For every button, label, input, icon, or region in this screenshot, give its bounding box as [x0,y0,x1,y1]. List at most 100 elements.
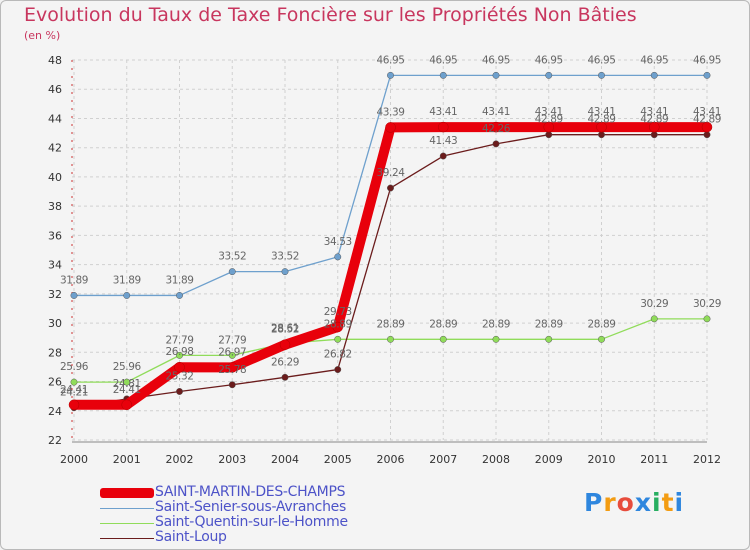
data-label: 46.95 [693,54,721,66]
data-label: 43.41 [587,106,615,118]
data-point [703,315,711,323]
data-label: 25.96 [60,361,89,373]
data-label: 28.89 [324,318,352,330]
data-point [70,292,78,299]
data-point [650,315,658,323]
proxiti-logo: Proxiti [584,488,684,517]
data-label: 42.89 [640,114,668,126]
x-tick-label: 2005 [324,453,352,466]
data-point [703,131,711,139]
y-tick-label: 40 [48,171,62,184]
data-point [176,351,183,359]
unit-label: (en %) [24,29,61,42]
logo-letter: i [652,488,662,517]
data-label: 28.89 [587,318,615,330]
data-point [385,122,396,133]
x-tick-label: 2009 [535,453,563,466]
logo-letter: x [634,488,652,517]
logo-letter: t [661,488,675,517]
data-point [439,152,447,160]
x-tick-label: 2012 [693,453,721,466]
data-label: 26.82 [324,349,352,361]
data-label: 29.73 [324,306,352,318]
logo-letter: P [584,488,604,517]
data-point [543,121,554,133]
data-point [545,71,553,79]
data-point [176,292,183,299]
data-point [281,268,289,276]
data-label: 28.61 [271,322,299,334]
data-point [598,71,605,79]
x-tick-label: 2001 [113,453,141,466]
y-tick-label: 36 [48,229,62,242]
data-point [492,71,500,79]
y-tick-label: 34 [48,259,62,272]
data-label: 31.89 [113,274,141,286]
data-label: 42.89 [587,114,615,126]
legend-label: Saint-Quentin-sur-le-Homme [155,514,348,530]
data-label: 42.89 [535,114,563,126]
x-tick-label: 2007 [429,453,457,466]
x-tick-label: 2011 [640,453,668,466]
data-point [228,268,236,276]
data-label: 26.98 [165,346,193,358]
data-label: 28.52 [271,324,299,336]
data-label: 28.89 [376,318,404,330]
data-point [649,121,660,133]
data-label: 25.32 [165,370,193,382]
x-tick-label: 2006 [377,453,405,466]
y-tick-label: 24 [48,405,62,418]
data-point [123,292,131,299]
data-point [334,366,342,374]
data-label: 39.24 [376,167,405,179]
data-label: 24.41 [113,384,141,396]
data-point [176,388,183,395]
data-point [70,378,78,386]
data-point [492,335,500,343]
data-point [598,131,605,139]
data-point [701,121,713,133]
data-label: 33.52 [218,251,246,263]
data-point [334,253,342,261]
data-label: 46.95 [429,54,457,66]
data-point [228,351,236,359]
data-point [387,335,394,343]
data-label: 31.89 [60,274,88,286]
data-point [123,378,131,386]
data-label: 46.95 [535,54,563,66]
data-point [492,140,500,148]
x-tick-label: 2008 [482,453,510,466]
y-tick-label: 38 [48,200,62,213]
data-label: 28.89 [429,318,457,330]
data-label: 24.21 [60,387,88,399]
data-label: 25.78 [218,364,246,376]
y-tick-label: 28 [48,346,62,359]
data-label: 27.79 [165,334,193,346]
y-tick-label: 26 [48,376,62,389]
legend-swatch-saint-loup [100,538,154,539]
x-tick-label: 2004 [271,453,299,466]
data-label: 43.41 [693,106,721,118]
data-label: 46.95 [640,54,668,66]
x-tick-label: 2000 [60,453,88,466]
data-label: 30.29 [640,298,668,310]
data-label: 46.95 [482,54,510,66]
data-label: 42.26 [482,123,511,135]
y-tick-label: 22 [48,434,62,447]
data-point [227,362,238,373]
x-tick-label: 2010 [588,453,616,466]
data-label: 24.41 [60,384,88,396]
data-label: 26.29 [271,356,299,368]
data-label: 24.81 [113,378,141,390]
logo-letter: i [674,488,685,517]
data-point [228,381,236,389]
data-point [387,184,394,192]
data-label: 46.95 [587,54,615,66]
data-label: 28.89 [482,318,510,330]
data-point [68,399,80,411]
data-label: 30.29 [693,298,721,310]
data-label: 43.41 [482,106,510,118]
data-label: 25.96 [113,361,142,373]
x-tick-label: 2003 [218,453,246,466]
data-point [121,399,132,411]
